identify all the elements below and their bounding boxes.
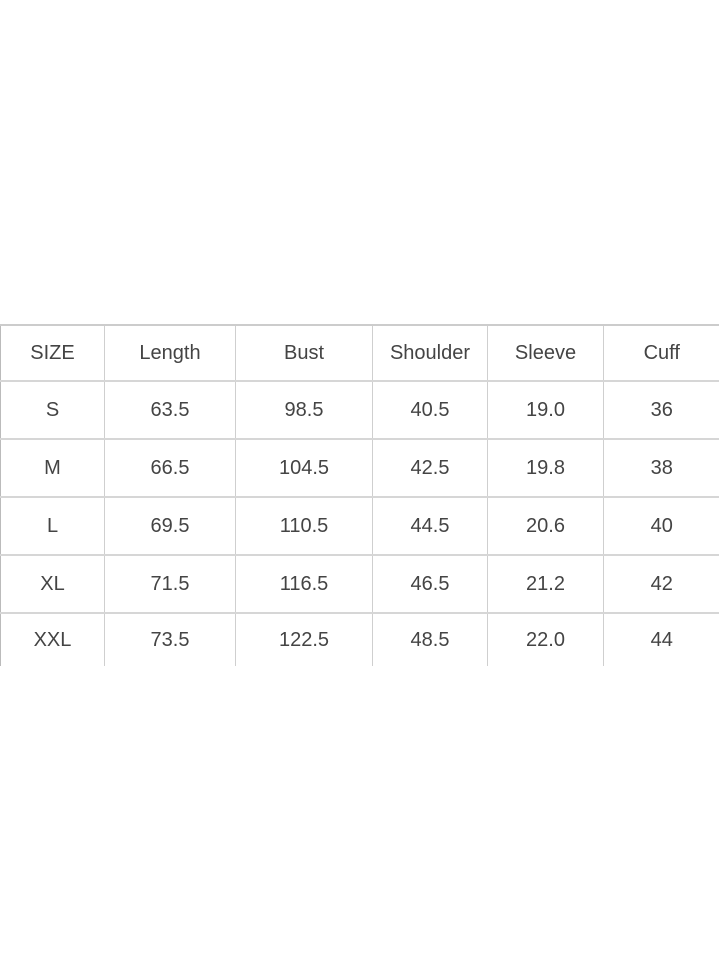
table-row: L 69.5 110.5 44.5 20.6 40 xyxy=(0,496,719,555)
column-header: Length xyxy=(104,324,236,381)
measurement-cell: 116.5 xyxy=(235,554,373,613)
measurement-cell: 38 xyxy=(603,438,719,497)
measurement-cell: 40.5 xyxy=(372,380,488,439)
table-row: S 63.5 98.5 40.5 19.0 36 xyxy=(0,380,719,439)
measurement-cell: 36 xyxy=(603,380,719,439)
measurement-cell: 22.0 xyxy=(487,612,604,666)
measurement-cell: 42 xyxy=(603,554,719,613)
measurement-cell: 110.5 xyxy=(235,496,373,555)
column-header: Cuff xyxy=(603,324,719,381)
measurement-cell: 71.5 xyxy=(104,554,236,613)
table-row: XL 71.5 116.5 46.5 21.2 42 xyxy=(0,554,719,613)
measurement-cell: 66.5 xyxy=(104,438,236,497)
measurement-cell: 42.5 xyxy=(372,438,488,497)
measurement-cell: 21.2 xyxy=(487,554,604,613)
table-row: M 66.5 104.5 42.5 19.8 38 xyxy=(0,438,719,497)
header-row: SIZE Length Bust Shoulder Sleeve Cuff xyxy=(0,324,719,381)
measurement-cell: 104.5 xyxy=(235,438,373,497)
measurement-cell: 73.5 xyxy=(104,612,236,666)
measurement-cell: 122.5 xyxy=(235,612,373,666)
measurement-cell: 98.5 xyxy=(235,380,373,439)
measurement-cell: 19.8 xyxy=(487,438,604,497)
measurement-cell: 20.6 xyxy=(487,496,604,555)
size-cell: M xyxy=(0,438,105,497)
column-header: Bust xyxy=(235,324,373,381)
measurement-cell: 46.5 xyxy=(372,554,488,613)
size-cell: XXL xyxy=(0,612,105,666)
measurement-cell: 44 xyxy=(603,612,719,666)
measurement-cell: 69.5 xyxy=(104,496,236,555)
measurement-cell: 63.5 xyxy=(104,380,236,439)
size-chart-table: SIZE Length Bust Shoulder Sleeve Cuff S 63.5 98.… xyxy=(0,324,719,666)
size-cell: S xyxy=(0,380,105,439)
column-header: Shoulder xyxy=(372,324,488,381)
measurement-cell: 19.0 xyxy=(487,380,604,439)
column-header: Sleeve xyxy=(487,324,604,381)
size-cell: XL xyxy=(0,554,105,613)
column-header: SIZE xyxy=(0,324,105,381)
measurement-cell: 44.5 xyxy=(372,496,488,555)
measurement-cell: 48.5 xyxy=(372,612,488,666)
size-cell: L xyxy=(0,496,105,555)
table-row: XXL 73.5 122.5 48.5 22.0 44 xyxy=(0,612,719,666)
measurement-cell: 40 xyxy=(603,496,719,555)
